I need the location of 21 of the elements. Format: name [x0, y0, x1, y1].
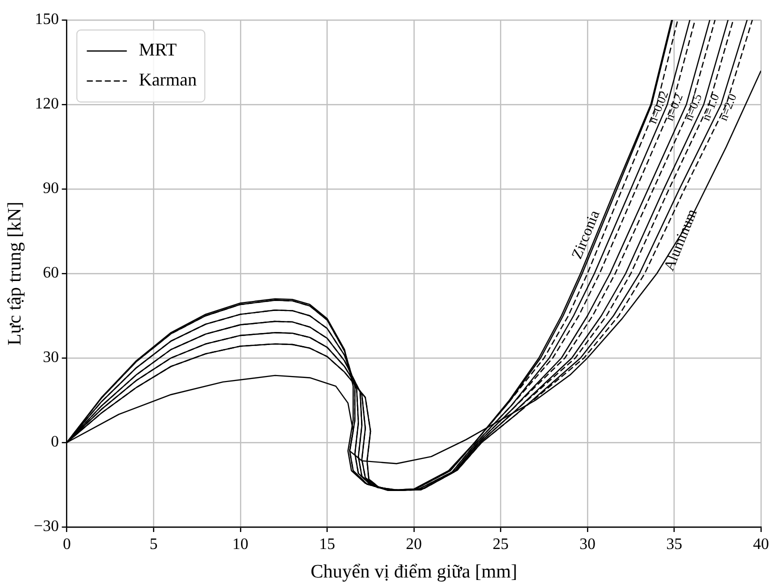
y-tick-label: 0 — [50, 434, 59, 451]
x-tick-label: 10 — [232, 536, 248, 553]
x-tick-label: 5 — [150, 536, 158, 553]
x-tick-label: 35 — [666, 536, 682, 553]
y-axis-title: Lực tập trung [kN] — [4, 202, 26, 346]
legend-label: MRT — [138, 40, 177, 60]
y-tick-label: 150 — [34, 11, 59, 28]
x-tick-label: 25 — [492, 536, 509, 553]
x-tick-label: 30 — [579, 536, 596, 553]
y-tick-label: −30 — [34, 518, 59, 536]
y-tick-label: 30 — [42, 349, 59, 366]
y-tick-label: 60 — [42, 264, 59, 282]
y-tick-label: 90 — [42, 180, 59, 198]
x-tick-label: 15 — [319, 536, 336, 553]
x-axis-title: Chuyển vị điểm giữa [mm] — [310, 562, 518, 583]
y-tick-label: 120 — [34, 96, 59, 113]
x-tick-label: 40 — [753, 536, 769, 553]
x-tick-label: 0 — [62, 536, 71, 553]
x-tick-label: 20 — [406, 536, 422, 553]
legend-label: Karman — [138, 70, 197, 90]
annotation: n=0.5 — [681, 92, 705, 123]
